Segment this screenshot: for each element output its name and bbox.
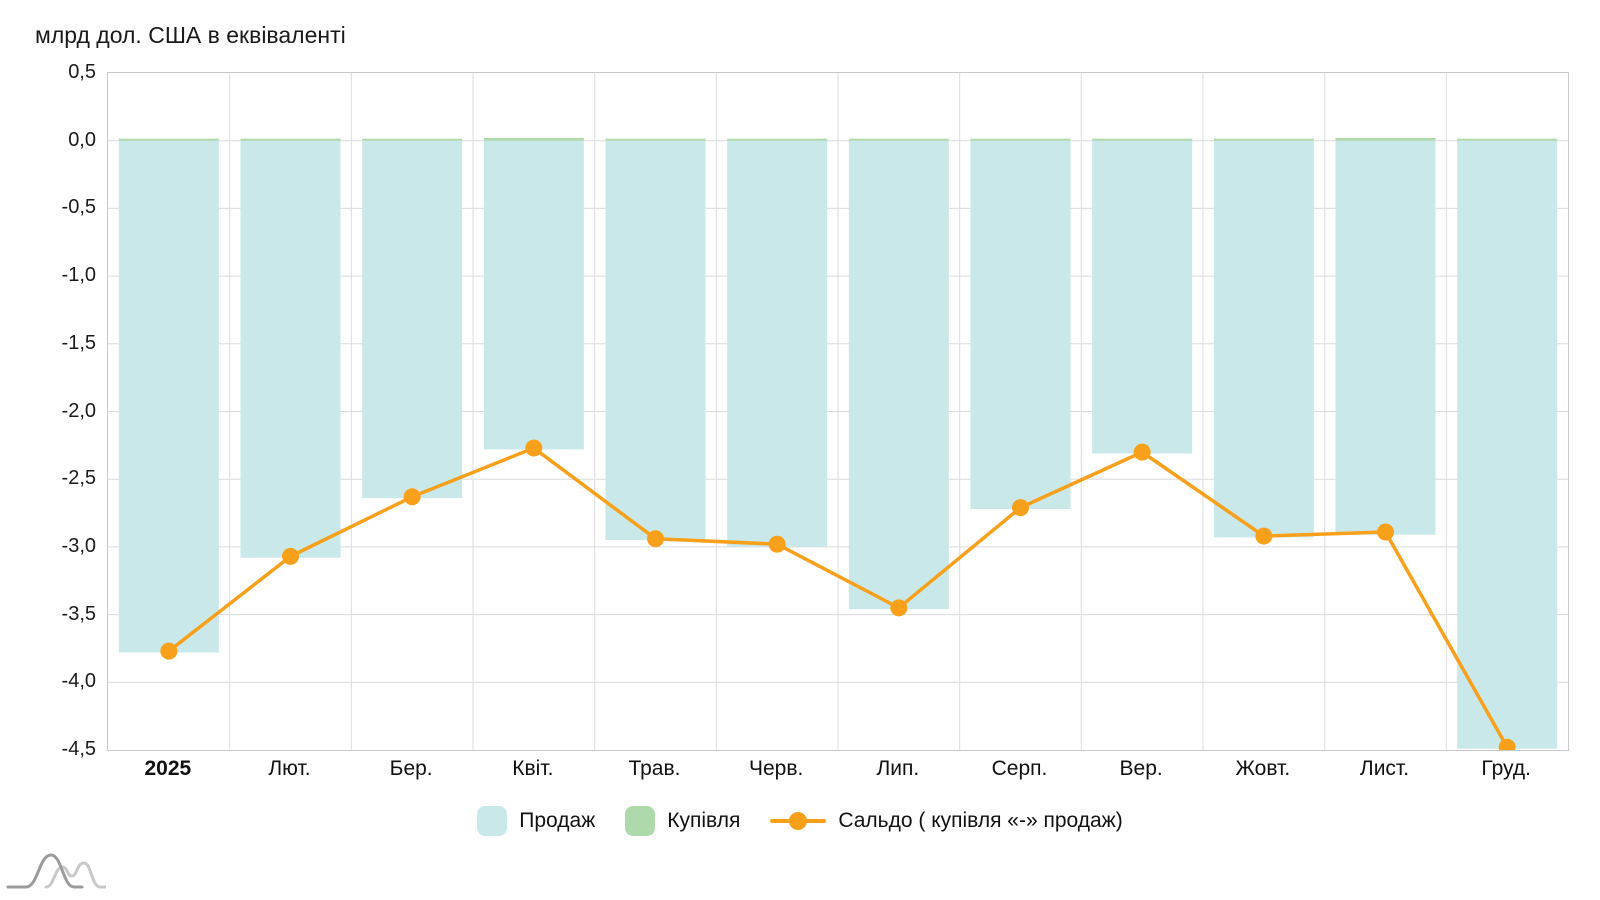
bar-purchase-Бер.[interactable] xyxy=(362,138,463,141)
saldo-point-Трав.[interactable] xyxy=(647,530,664,548)
y-tick-label: -4,5 xyxy=(61,738,96,760)
saldo-point-Бер.[interactable] xyxy=(403,488,421,506)
saldo-point-2025[interactable] xyxy=(160,642,178,660)
saldo-point-Груд.[interactable] xyxy=(1498,738,1516,750)
bar-sales-Вер.[interactable] xyxy=(1092,140,1193,454)
legend-item-purchase[interactable]: Купівля xyxy=(625,806,740,836)
bar-purchase-Трав.[interactable] xyxy=(605,138,706,141)
y-tick-label: -1,5 xyxy=(61,331,96,354)
y-tick-label: 0,0 xyxy=(68,128,96,151)
x-tick-label-Груд: Груд. xyxy=(1481,757,1531,780)
chart-legend: Продаж Купівля Сальдо ( купівля «-» прод… xyxy=(0,806,1600,836)
x-tick-label-Трав: Трав. xyxy=(628,757,681,780)
y-axis: 0,5 0,0 -0,5 -1,0 -1,5 -2,0 -2,5 -3,0 -3,5 -4,0 -4… xyxy=(0,0,96,900)
x-tick-label-Лип: Лип. xyxy=(876,757,920,780)
saldo-point-Лют.[interactable] xyxy=(282,547,299,565)
sales-swatch-icon xyxy=(477,806,508,836)
x-tick-label-Квіт: Квіт. xyxy=(512,757,554,780)
saldo-point-Жовт.[interactable] xyxy=(1255,527,1273,545)
saldo-point-Квіт.[interactable] xyxy=(525,439,543,457)
bar-sales-Лип.[interactable] xyxy=(848,140,949,610)
purchase-swatch-icon xyxy=(625,806,656,836)
x-tick-label-2025: 2025 xyxy=(144,757,192,780)
x-tick-label-Серп: Серп. xyxy=(991,757,1048,780)
bar-sales-Бер.[interactable] xyxy=(362,140,463,499)
chart-title: млрд дол. США в еквіваленті xyxy=(35,22,346,48)
x-tick-label-Лют: Лют. xyxy=(268,757,311,780)
bar-sales-2025[interactable] xyxy=(118,140,219,653)
bar-purchase-Лист.[interactable] xyxy=(1335,137,1436,141)
saldo-point-Вер.[interactable] xyxy=(1133,443,1151,461)
bar-purchase-Квіт.[interactable] xyxy=(483,137,584,141)
x-axis: 2025 Лют. Бер. Квіт. Трав. Черв. Лип. Серп. Вер.… xyxy=(0,757,1600,789)
bar-sales-Черв.[interactable] xyxy=(727,140,828,547)
saldo-line xyxy=(167,446,1509,749)
saldo-point-Серп.[interactable] xyxy=(1012,499,1029,517)
x-tick-label-Черв: Черв. xyxy=(748,757,804,780)
x-tick-label-Вер: Вер. xyxy=(1119,757,1163,780)
bar-purchase-Лип.[interactable] xyxy=(848,138,949,141)
y-tick-label: -1,0 xyxy=(61,264,96,287)
plot-area[interactable] xyxy=(107,72,1569,751)
bar-purchase-Серп.[interactable] xyxy=(970,138,1071,141)
bar-sales-Серп.[interactable] xyxy=(970,140,1071,509)
legend-label-purchase: Купівля xyxy=(667,809,741,832)
bar-sales-Трав.[interactable] xyxy=(605,140,706,541)
y-tick-label: 0,5 xyxy=(68,61,96,83)
bar-purchase-Груд.[interactable] xyxy=(1457,138,1558,141)
bar-sales-Груд.[interactable] xyxy=(1457,140,1558,749)
bar-purchase-Жовт.[interactable] xyxy=(1213,138,1314,141)
x-tick-label-Бер: Бер. xyxy=(389,757,433,780)
chart-canvas[interactable] xyxy=(108,73,1568,750)
bar-purchase-Вер.[interactable] xyxy=(1092,138,1193,141)
x-tick-label-Жовт: Жовт. xyxy=(1235,757,1291,780)
saldo-point-Лип.[interactable] xyxy=(890,599,908,617)
y-tick-label: -2,5 xyxy=(61,467,96,490)
legend-item-saldo[interactable]: Сальдо ( купівля «-» продаж) xyxy=(770,809,1123,833)
bar-sales-Лист.[interactable] xyxy=(1335,140,1436,535)
bar-sales-Лют.[interactable] xyxy=(240,140,341,558)
y-tick-label: -3,0 xyxy=(61,534,96,557)
bar-sales-Жовт.[interactable] xyxy=(1213,140,1314,538)
y-tick-label: -4,0 xyxy=(61,670,96,693)
legend-label-sales: Продаж xyxy=(519,809,596,832)
saldo-line-dot-icon xyxy=(770,812,827,830)
y-tick-label: -2,0 xyxy=(61,399,96,422)
legend-label-saldo: Сальдо ( купівля «-» продаж) xyxy=(838,809,1123,832)
legend-item-sales[interactable]: Продаж xyxy=(477,806,595,836)
bar-sales-Квіт.[interactable] xyxy=(483,140,584,450)
saldo-point-Лист.[interactable] xyxy=(1377,523,1394,541)
y-tick-label: -3,5 xyxy=(61,602,96,625)
bar-purchase-2025[interactable] xyxy=(118,138,219,141)
bar-purchase-Лют.[interactable] xyxy=(240,138,341,141)
x-tick-label-Лист: Лист. xyxy=(1359,757,1410,780)
saldo-point-Черв.[interactable] xyxy=(768,535,786,553)
bar-purchase-Черв.[interactable] xyxy=(727,138,828,141)
y-tick-label: -0,5 xyxy=(61,196,96,219)
waves-logo xyxy=(6,853,106,889)
